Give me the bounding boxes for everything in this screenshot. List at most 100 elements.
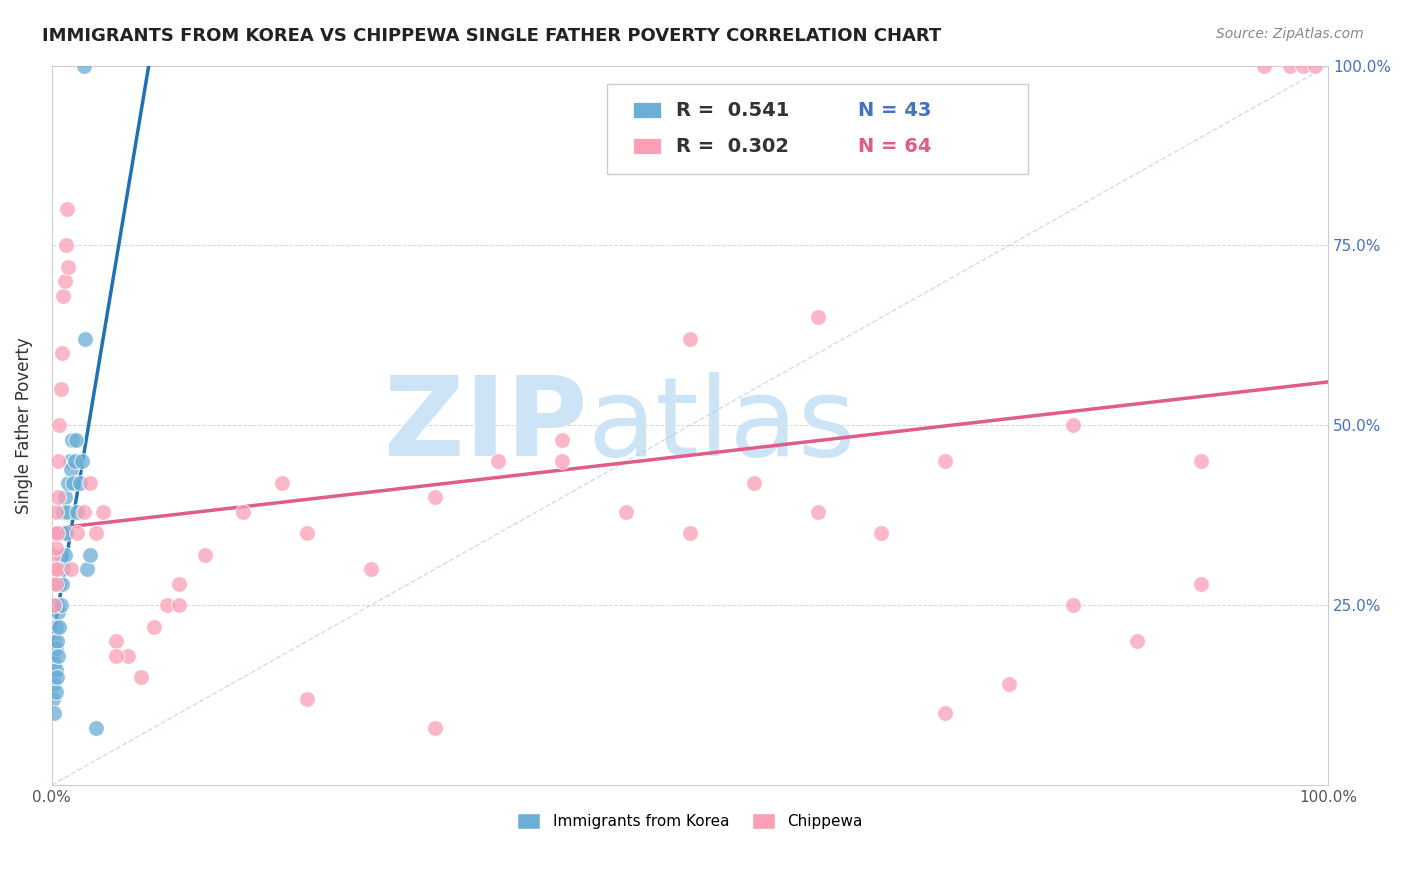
Point [488, 454, 510, 468]
Point [45, 526, 67, 541]
Point [53, 275, 76, 289]
Point [59, 454, 82, 468]
Point [91, 505, 114, 519]
Point [49, 548, 72, 562]
Point [42, 648, 65, 663]
Point [73, 505, 96, 519]
Point [1253, 59, 1275, 73]
Point [104, 648, 127, 663]
Point [58, 475, 80, 490]
Point [86, 721, 108, 735]
Point [49, 598, 72, 612]
Point [44, 598, 66, 612]
Point [870, 526, 893, 541]
Legend: Immigrants from Korea, Chippewa: Immigrants from Korea, Chippewa [512, 806, 869, 835]
Point [44, 526, 66, 541]
Point [1189, 576, 1212, 591]
Point [104, 634, 127, 648]
Point [55, 238, 77, 252]
Point [63, 454, 86, 468]
Point [45, 634, 67, 648]
Point [169, 598, 191, 612]
Point [551, 433, 574, 447]
Point [45, 576, 67, 591]
Point [806, 310, 828, 325]
Point [69, 475, 91, 490]
Text: Source: ZipAtlas.com: Source: ZipAtlas.com [1216, 27, 1364, 41]
FancyBboxPatch shape [633, 138, 661, 154]
Point [53, 491, 76, 505]
Point [42, 576, 65, 591]
Point [55, 526, 77, 541]
Point [423, 721, 446, 735]
Point [44, 706, 66, 720]
Point [1062, 598, 1084, 612]
Point [679, 332, 702, 346]
Point [46, 454, 69, 468]
Point [76, 562, 98, 576]
Point [45, 562, 67, 576]
Text: N = 64: N = 64 [859, 136, 932, 156]
Point [44, 562, 66, 576]
Point [52, 289, 75, 303]
Point [117, 648, 139, 663]
Point [998, 677, 1021, 691]
Point [295, 526, 318, 541]
Point [142, 620, 165, 634]
Text: IMMIGRANTS FROM KOREA VS CHIPPEWA SINGLE FATHER POVERTY CORRELATION CHART: IMMIGRANTS FROM KOREA VS CHIPPEWA SINGLE… [42, 27, 942, 45]
Point [45, 505, 67, 519]
Point [270, 475, 292, 490]
Point [62, 475, 84, 490]
Point [194, 548, 217, 562]
Point [58, 260, 80, 274]
Point [42, 670, 65, 684]
Text: R =  0.302: R = 0.302 [676, 136, 789, 156]
Point [46, 606, 69, 620]
Point [1189, 454, 1212, 468]
Point [73, 59, 96, 73]
Point [52, 562, 75, 576]
Point [42, 548, 65, 562]
Point [59, 461, 82, 475]
Point [169, 576, 191, 591]
Point [72, 454, 94, 468]
Y-axis label: Single Father Poverty: Single Father Poverty [15, 337, 32, 514]
Point [360, 562, 382, 576]
Point [1291, 59, 1313, 73]
FancyBboxPatch shape [633, 103, 661, 118]
Point [806, 505, 828, 519]
Point [59, 562, 82, 576]
Point [66, 526, 89, 541]
Point [423, 491, 446, 505]
Point [46, 491, 69, 505]
Point [51, 576, 73, 591]
Text: ZIP: ZIP [384, 372, 588, 479]
Point [86, 526, 108, 541]
Point [42, 691, 65, 706]
Point [679, 526, 702, 541]
Point [53, 548, 76, 562]
Point [295, 691, 318, 706]
Point [56, 505, 79, 519]
Point [934, 706, 956, 720]
Point [52, 505, 75, 519]
Point [1305, 59, 1327, 73]
Text: atlas: atlas [588, 372, 856, 479]
Text: N = 43: N = 43 [859, 101, 932, 120]
Point [44, 656, 66, 670]
Point [232, 505, 254, 519]
Point [742, 475, 765, 490]
Point [51, 346, 73, 360]
Point [45, 541, 67, 555]
Point [60, 433, 83, 447]
Point [48, 576, 70, 591]
Point [45, 684, 67, 698]
Point [44, 634, 66, 648]
Point [44, 677, 66, 691]
Point [934, 454, 956, 468]
FancyBboxPatch shape [607, 84, 1028, 174]
Point [51, 526, 73, 541]
Point [79, 548, 101, 562]
Point [1062, 418, 1084, 433]
Point [1125, 634, 1147, 648]
